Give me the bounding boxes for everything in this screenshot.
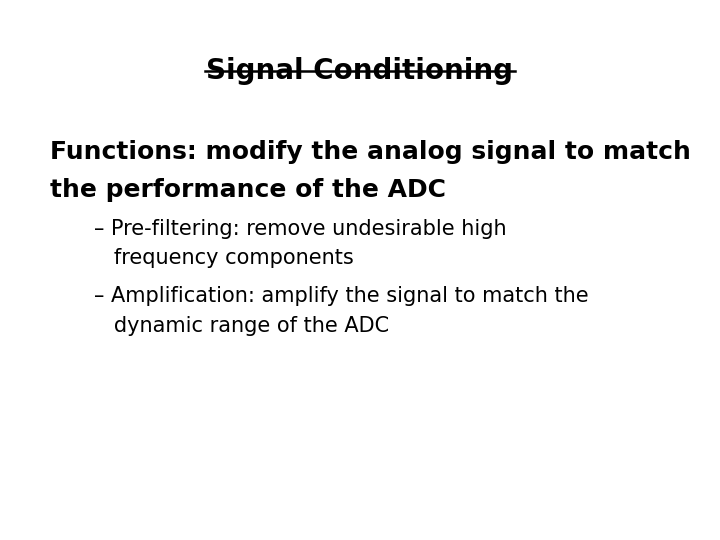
Text: the performance of the ADC: the performance of the ADC [50, 178, 446, 202]
Text: Signal Conditioning: Signal Conditioning [207, 57, 513, 85]
Text: dynamic range of the ADC: dynamic range of the ADC [94, 316, 389, 336]
Text: – Amplification: amplify the signal to match the: – Amplification: amplify the signal to m… [94, 286, 588, 306]
Text: Functions: modify the analog signal to match: Functions: modify the analog signal to m… [50, 140, 691, 164]
Text: frequency components: frequency components [94, 248, 354, 268]
Text: – Pre-filtering: remove undesirable high: – Pre-filtering: remove undesirable high [94, 219, 506, 239]
